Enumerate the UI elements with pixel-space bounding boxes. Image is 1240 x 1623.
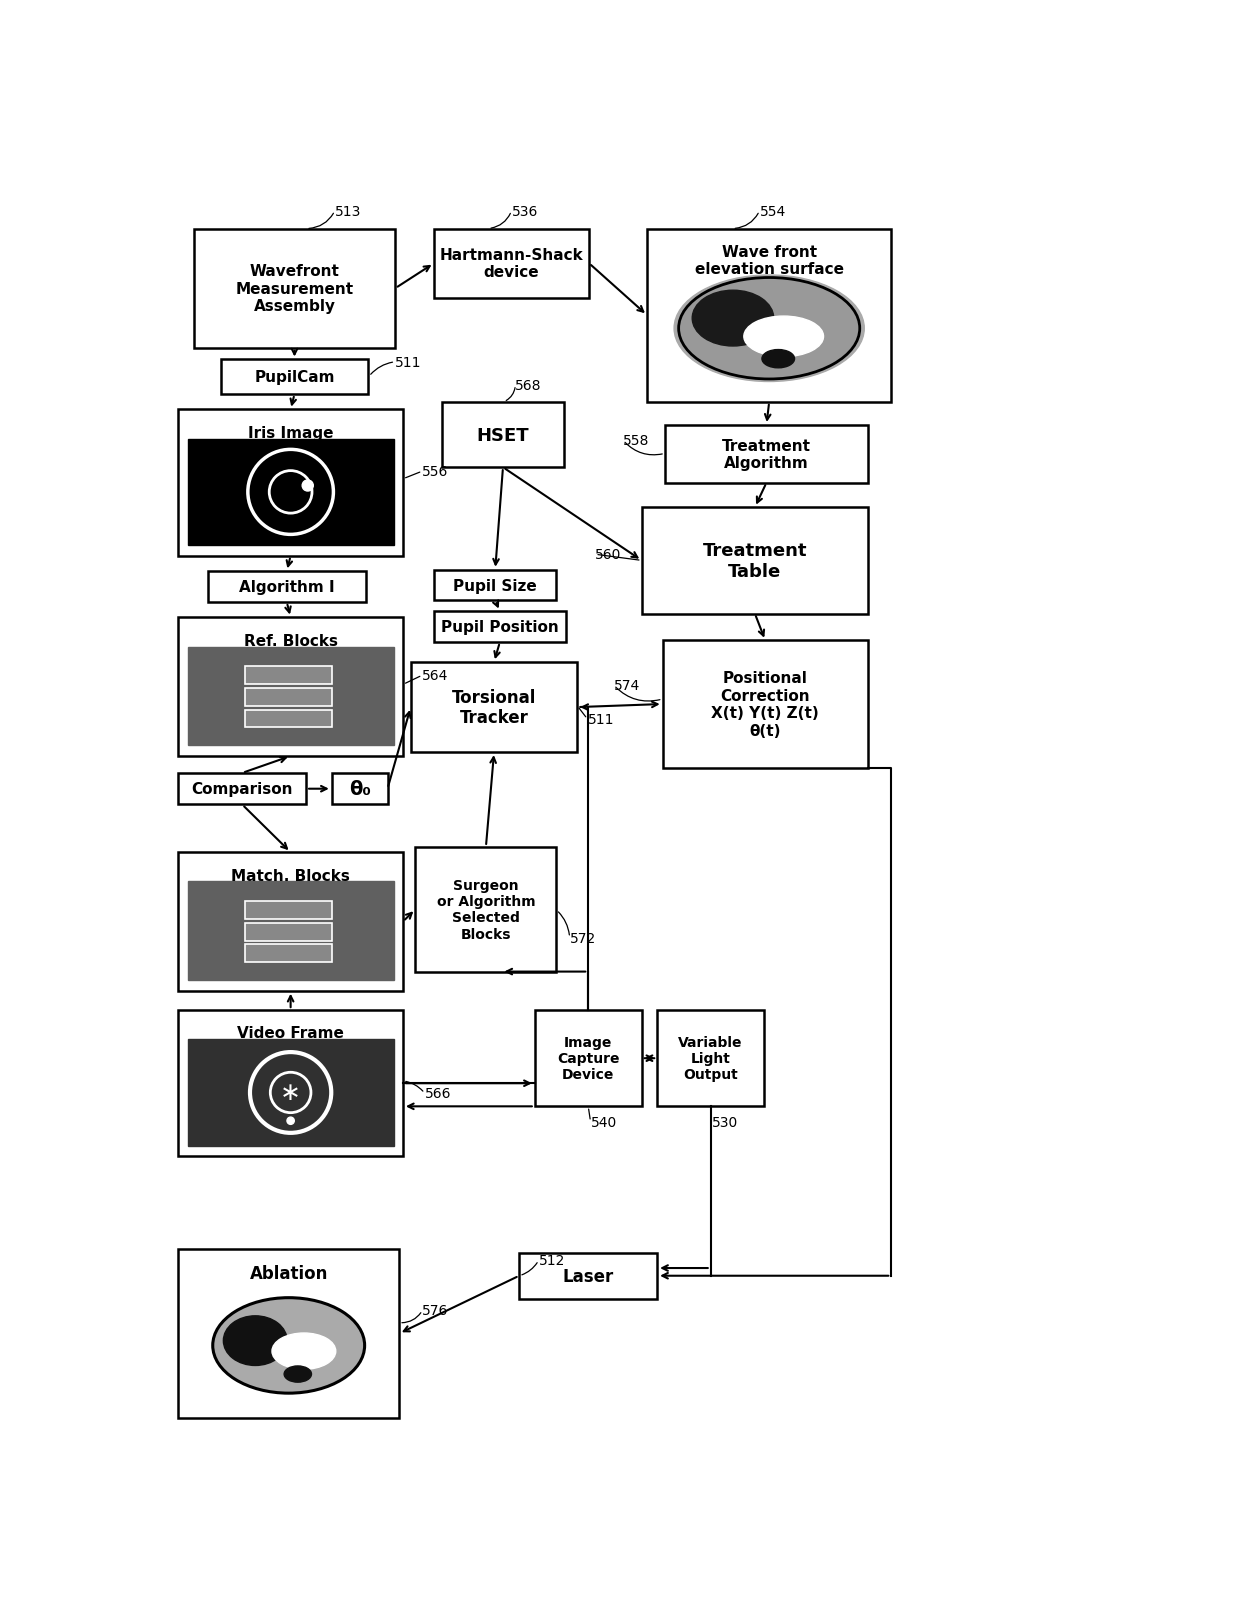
Text: Wavefront
Measurement
Assembly: Wavefront Measurement Assembly [236,265,353,313]
Ellipse shape [744,316,823,357]
Text: 513: 513 [335,204,361,219]
Text: 568: 568 [516,378,542,393]
Text: 512: 512 [538,1253,565,1268]
Text: Iris Image: Iris Image [248,425,334,440]
FancyBboxPatch shape [179,411,403,557]
Circle shape [286,1117,294,1125]
Text: Treatment
Table: Treatment Table [703,542,807,581]
Bar [187,881,394,980]
Text: Ref. Blocks: Ref. Blocks [243,633,337,648]
Text: 558: 558 [624,433,650,448]
Text: Hartmann-Shack
device: Hartmann-Shack device [440,248,583,281]
Text: ...: ... [260,657,272,670]
FancyBboxPatch shape [434,612,565,643]
Text: 554: 554 [759,204,786,219]
Text: 556: 556 [423,464,449,479]
Ellipse shape [284,1367,311,1383]
FancyBboxPatch shape [657,1011,764,1107]
Text: Ablation: Ablation [249,1264,327,1282]
FancyBboxPatch shape [410,662,578,753]
FancyBboxPatch shape [415,847,557,972]
FancyBboxPatch shape [221,360,368,394]
FancyBboxPatch shape [534,1011,642,1107]
FancyBboxPatch shape [193,229,396,349]
Text: Comparison: Comparison [191,782,293,797]
Text: Wave front
elevation surface: Wave front elevation surface [694,245,843,278]
Ellipse shape [675,276,864,383]
Text: HSET: HSET [476,427,529,445]
Text: 511: 511 [396,355,422,370]
FancyBboxPatch shape [179,852,403,992]
FancyBboxPatch shape [665,425,868,484]
Text: 536: 536 [511,204,538,219]
Text: Pupil Position: Pupil Position [441,620,559,635]
Text: Pupil Size: Pupil Size [454,578,537,592]
Text: Video Frame: Video Frame [237,1026,343,1040]
Bar [246,667,332,685]
Text: 511: 511 [588,712,614,727]
Text: θ₀: θ₀ [348,779,371,799]
FancyBboxPatch shape [332,774,387,805]
Text: Algorithm I: Algorithm I [239,579,335,594]
FancyBboxPatch shape [179,774,306,805]
Circle shape [303,480,314,492]
Text: PupilCam: PupilCam [254,370,335,385]
Text: Image
Capture
Device: Image Capture Device [557,1035,620,1083]
Text: 576: 576 [423,1303,449,1318]
Bar [187,648,394,745]
Text: 574: 574 [614,678,640,693]
Bar [246,688,332,706]
Text: 530: 530 [712,1115,738,1130]
Ellipse shape [692,291,774,347]
FancyBboxPatch shape [207,571,366,602]
Text: Match. Blocks: Match. Blocks [231,868,350,883]
Text: 540: 540 [590,1115,616,1130]
Bar [187,440,394,545]
FancyBboxPatch shape [434,570,557,601]
FancyBboxPatch shape [179,1250,399,1419]
Ellipse shape [213,1298,365,1393]
FancyBboxPatch shape [441,403,564,467]
FancyBboxPatch shape [179,1011,403,1157]
Text: 564: 564 [423,669,449,683]
FancyBboxPatch shape [662,641,868,768]
Text: Torsional
Tracker: Torsional Tracker [451,688,536,727]
Text: Laser: Laser [563,1268,614,1285]
Bar [246,902,332,919]
Text: 566: 566 [424,1086,451,1100]
Text: 572: 572 [569,932,596,945]
FancyBboxPatch shape [642,508,868,613]
Ellipse shape [223,1316,288,1365]
Text: Treatment
Algorithm: Treatment Algorithm [722,438,811,471]
Bar [246,711,332,727]
Ellipse shape [678,279,859,380]
Bar [187,1040,394,1146]
Text: 560: 560 [595,549,621,562]
Text: Surgeon
or Algorithm
Selected
Blocks: Surgeon or Algorithm Selected Blocks [436,878,536,941]
Bar [246,945,332,962]
Text: Variable
Light
Output: Variable Light Output [678,1035,743,1083]
Ellipse shape [761,351,795,368]
Text: Positional
Correction
X(t) Y(t) Z(t)
θ(t): Positional Correction X(t) Y(t) Z(t) θ(t… [712,670,820,738]
FancyBboxPatch shape [520,1253,657,1298]
Text: ...: ... [260,893,272,906]
Bar [246,923,332,941]
FancyBboxPatch shape [434,229,589,299]
FancyBboxPatch shape [179,618,403,756]
Text: ∗: ∗ [280,1081,301,1105]
Ellipse shape [272,1332,336,1370]
FancyBboxPatch shape [647,229,892,403]
